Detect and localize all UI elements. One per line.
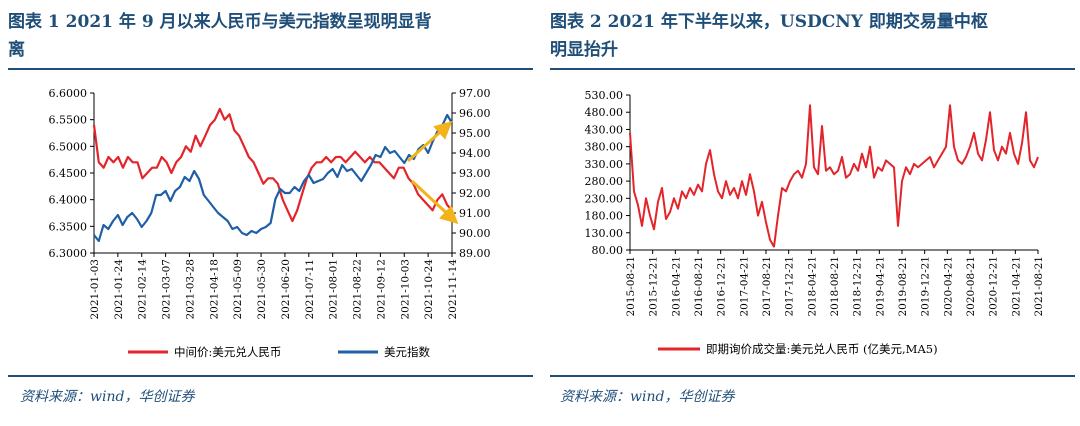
left-tick-label: 6.3500 bbox=[49, 220, 88, 233]
right-tick-label: 92.00 bbox=[459, 187, 491, 200]
x-tick-label: 2021-08-01 bbox=[328, 259, 340, 320]
x-tick-label: 2021-05-30 bbox=[256, 259, 268, 320]
fig1-title-line2: 离 bbox=[8, 40, 25, 60]
x-tick-label: 2021-08-21 bbox=[1033, 256, 1045, 317]
x-tick-label: 2017-08-21 bbox=[761, 256, 773, 317]
x-tick-label: 2021-07-11 bbox=[304, 259, 316, 320]
y-tick-label: 380.00 bbox=[585, 141, 624, 154]
x-tick-label: 2021-08-22 bbox=[352, 259, 364, 320]
x-tick-label: 2021-09-12 bbox=[375, 259, 387, 320]
x-tick-label: 2018-04-21 bbox=[806, 256, 818, 317]
x-tick-label: 2021-10-24 bbox=[423, 259, 435, 320]
legend-label-dollar-index: 美元指数 bbox=[384, 345, 430, 359]
fig2-chart: 80.00 130.00 180.00 230.00 280.00 330.00 380.0… bbox=[585, 89, 1046, 356]
left-tick-label: 6.5000 bbox=[49, 140, 88, 153]
x-tick-label: 2016-08-21 bbox=[693, 256, 705, 317]
y-tick-label: 180.00 bbox=[585, 210, 624, 223]
fig2-title-rule bbox=[550, 68, 1075, 70]
y-tick-label: 480.00 bbox=[585, 106, 624, 119]
x-tick-label: 2019-12-21 bbox=[920, 256, 932, 317]
x-tick-label: 2016-04-21 bbox=[670, 256, 682, 317]
left-tick-label: 6.4500 bbox=[49, 167, 88, 180]
left-tick-label: 6.6000 bbox=[49, 87, 88, 100]
fig2-source: 资料来源：wind，华创证券 bbox=[560, 389, 735, 405]
x-tick-label: 2021-01-24 bbox=[113, 259, 125, 320]
right-tick-label: 90.00 bbox=[459, 227, 491, 240]
x-tick-label: 2021-11-14 bbox=[447, 259, 459, 320]
right-tick-label: 94.00 bbox=[459, 147, 491, 160]
y-tick-label: 330.00 bbox=[585, 158, 624, 171]
right-tick-label: 96.00 bbox=[459, 107, 491, 120]
y-tick-label: 230.00 bbox=[585, 192, 624, 205]
annotation-down-arrow bbox=[410, 179, 459, 225]
right-tick-label: 89.00 bbox=[459, 247, 491, 260]
fig1-title: 图表 1 2021 年 9 月以来人民币与美元指数呈现明显背 离 bbox=[8, 8, 533, 64]
fig1-source: 资料来源：wind，华创证券 bbox=[20, 389, 195, 405]
fig1-chart: 6.3000 6.3500 6.4000 6.4500 6.5000 6.5500 6.60… bbox=[49, 87, 491, 359]
x-tick-label: 2021-05-09 bbox=[232, 259, 244, 320]
x-tick-label: 2021-02-14 bbox=[137, 259, 149, 320]
fig1-title-rule bbox=[8, 68, 533, 70]
legend-label-cny-midpoint: 中间价:美元兑人民币 bbox=[174, 345, 281, 359]
x-tick-label: 2018-08-21 bbox=[829, 256, 841, 317]
right-tick-label: 97.00 bbox=[459, 87, 491, 100]
annotation-up-arrow bbox=[406, 120, 453, 163]
fig2-title: 图表 2 2021 年下半年以来，USDCNY 即期交易量中枢 明显抬升 bbox=[550, 8, 1075, 64]
x-tick-label: 2015-12-21 bbox=[648, 256, 660, 317]
x-tick-label: 2021-01-03 bbox=[89, 259, 101, 320]
x-tick-label: 2021-06-20 bbox=[280, 259, 292, 320]
fig2-title-line1: 图表 2 2021 年下半年以来，USDCNY 即期交易量中枢 bbox=[550, 12, 988, 32]
y-tick-label: 130.00 bbox=[585, 227, 624, 240]
right-tick-label: 93.00 bbox=[459, 167, 491, 180]
x-tick-label: 2019-08-21 bbox=[897, 256, 909, 317]
y-tick-label: 280.00 bbox=[585, 175, 624, 188]
x-tick-label: 2017-04-21 bbox=[738, 256, 750, 317]
left-tick-label: 6.4000 bbox=[49, 194, 88, 207]
fig1-bottom-rule bbox=[8, 375, 533, 377]
x-tick-label: 2021-03-28 bbox=[184, 259, 196, 320]
legend-label-spot-volume: 即期询价成交量:美元兑人民币 (亿美元,MA5) bbox=[706, 342, 938, 356]
x-tick-label: 2015-08-21 bbox=[625, 256, 637, 317]
x-tick-label: 2018-12-21 bbox=[852, 256, 864, 317]
y-tick-label: 530.00 bbox=[585, 89, 624, 102]
x-tick-label: 2017-12-21 bbox=[784, 256, 796, 317]
fig2-title-line2: 明显抬升 bbox=[550, 40, 618, 60]
left-tick-label: 6.3000 bbox=[49, 247, 88, 260]
y-tick-label: 80.00 bbox=[592, 244, 624, 257]
x-tick-label: 2019-04-21 bbox=[874, 256, 886, 317]
x-tick-label: 2020-12-21 bbox=[988, 256, 1000, 317]
series-spot-volume-line bbox=[629, 104, 1039, 248]
x-tick-label: 2020-04-21 bbox=[942, 256, 954, 317]
fig2-bottom-rule bbox=[550, 375, 1075, 377]
x-tick-label: 2021-03-07 bbox=[161, 259, 173, 320]
series-cny-midpoint-line bbox=[92, 107, 453, 223]
fig1-title-line1: 图表 1 2021 年 9 月以来人民币与美元指数呈现明显背 bbox=[8, 12, 432, 32]
y-tick-label: 430.00 bbox=[585, 123, 624, 136]
x-tick-label: 2016-12-21 bbox=[716, 256, 728, 317]
x-tick-label: 2020-08-21 bbox=[965, 256, 977, 317]
x-tick-label: 2021-10-03 bbox=[399, 259, 411, 320]
left-tick-label: 6.5500 bbox=[49, 114, 88, 127]
right-tick-label: 95.00 bbox=[459, 127, 491, 140]
x-tick-label: 2021-04-18 bbox=[208, 259, 220, 320]
series-dollar-index-line bbox=[93, 113, 453, 243]
x-tick-label: 2021-04-21 bbox=[1010, 256, 1022, 317]
right-tick-label: 91.00 bbox=[459, 207, 491, 220]
